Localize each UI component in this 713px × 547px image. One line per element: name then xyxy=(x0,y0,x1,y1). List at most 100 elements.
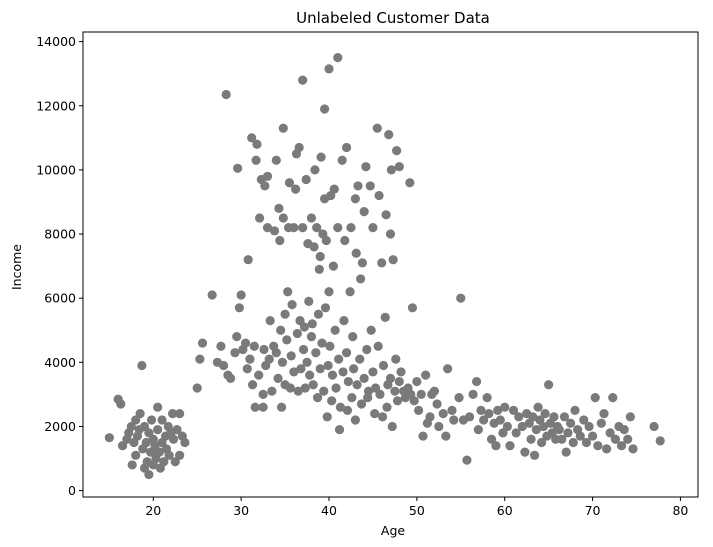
scatter-point xyxy=(276,402,287,412)
scatter-point xyxy=(144,428,154,438)
scatter-point xyxy=(258,389,268,399)
scatter-point xyxy=(137,360,147,371)
scatter-point xyxy=(619,425,629,435)
scatter-point xyxy=(265,316,275,326)
scatter-point xyxy=(655,436,665,446)
scatter-point xyxy=(289,223,299,233)
x-tick-label: 50 xyxy=(409,503,425,518)
scatter-point xyxy=(277,357,288,367)
scatter-point xyxy=(168,434,179,444)
scatter-point xyxy=(280,309,290,319)
scatter-point xyxy=(414,405,424,416)
scatter-point xyxy=(267,386,277,396)
scatter-point xyxy=(407,303,418,313)
scatter-point xyxy=(192,383,202,393)
scatter-point xyxy=(335,402,346,412)
scatter-point xyxy=(625,412,635,422)
scatter-point xyxy=(593,441,603,451)
scatter-point xyxy=(370,383,381,393)
scatter-point xyxy=(306,213,317,223)
scatter-point xyxy=(357,258,367,268)
scatter-point xyxy=(587,431,598,441)
scatter-point xyxy=(396,367,406,377)
y-tick-label: 0 xyxy=(68,483,76,498)
scatter-point xyxy=(628,444,638,454)
scatter-point xyxy=(385,373,396,383)
plot-area: 20 30 40 50 60 70 80 0 2000 4000 6000 8000 10000 1200… xyxy=(36,31,699,518)
scatter-point xyxy=(331,383,341,393)
scatter-point xyxy=(308,380,318,390)
scatter-point xyxy=(300,383,310,393)
y-tick-label: 8000 xyxy=(44,227,76,242)
scatter-point xyxy=(275,235,285,246)
scatter-point xyxy=(264,354,274,364)
scatter-point xyxy=(247,380,258,390)
scatter-point xyxy=(283,287,293,297)
scatter-point xyxy=(327,396,337,406)
scatter-point xyxy=(282,335,292,345)
scatter-point xyxy=(321,235,331,246)
scatter-point xyxy=(362,344,372,355)
scatter-point xyxy=(526,434,536,444)
scatter-point xyxy=(317,338,327,348)
y-tick-label: 4000 xyxy=(44,355,76,370)
scatter-point xyxy=(356,399,367,409)
scatter-point xyxy=(378,360,389,371)
scatter-point xyxy=(447,405,457,416)
scatter-point xyxy=(350,194,360,204)
scatter-point xyxy=(284,178,295,188)
scatter-point xyxy=(520,447,530,457)
scatter-point xyxy=(254,213,265,223)
scatter-point xyxy=(566,418,576,428)
scatter-point xyxy=(299,322,309,332)
scatter-point xyxy=(153,425,163,435)
scatter-point xyxy=(271,155,281,165)
scatter-point xyxy=(342,405,353,416)
scatter-point xyxy=(531,425,541,435)
scatter-point xyxy=(340,235,350,246)
scatter-point xyxy=(432,399,442,409)
scatter-point xyxy=(168,409,178,419)
scatter-point xyxy=(353,181,363,191)
scatter-point xyxy=(476,405,486,416)
scatter-point xyxy=(324,287,334,297)
scatter-point xyxy=(517,421,527,432)
scatter-point xyxy=(333,53,343,63)
scatter-point xyxy=(242,364,252,374)
scatter-point xyxy=(329,184,339,194)
scatter-point xyxy=(473,425,483,435)
scatter-point xyxy=(333,223,343,233)
scatter-point xyxy=(434,421,444,432)
scatter-point xyxy=(502,421,512,432)
scatter-point xyxy=(579,415,589,425)
scatter-point xyxy=(418,431,428,441)
scatter-point xyxy=(291,184,301,194)
scatter-point xyxy=(305,370,315,380)
scatter-point xyxy=(221,89,231,100)
scatter-point xyxy=(538,421,548,432)
scatter-point xyxy=(486,434,497,444)
scatter-point xyxy=(316,152,326,162)
scatter-point xyxy=(197,338,208,348)
scatter-point xyxy=(287,299,297,310)
plot-frame xyxy=(82,31,699,498)
scatter-point xyxy=(311,348,321,358)
scatter-point xyxy=(464,412,475,422)
scatter-point xyxy=(385,229,396,239)
scatter-point xyxy=(126,421,136,432)
scatter-point xyxy=(498,428,508,438)
scatter-point xyxy=(387,421,397,432)
scatter-point xyxy=(154,447,165,457)
scatter-point xyxy=(315,251,325,262)
scatter-point xyxy=(533,402,543,412)
scatter-point xyxy=(146,415,157,425)
scatter-point xyxy=(328,261,338,271)
scatter-point xyxy=(175,450,185,460)
scatter-point xyxy=(554,425,564,435)
scatter-point xyxy=(599,409,609,419)
y-tick-label: 2000 xyxy=(44,419,76,434)
scatter-point xyxy=(394,162,404,172)
scatter-point xyxy=(346,223,356,233)
scatter-point xyxy=(392,146,402,156)
